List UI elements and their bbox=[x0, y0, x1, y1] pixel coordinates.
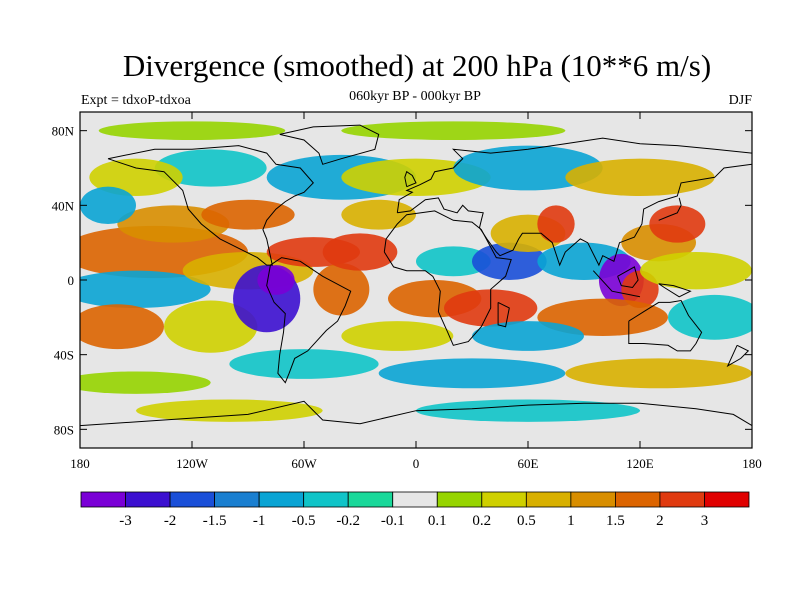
colorbar-label: 2 bbox=[656, 513, 664, 529]
coastline-path bbox=[279, 124, 380, 165]
lat-tick-label: 40N bbox=[52, 198, 75, 213]
divergence-contour-region bbox=[537, 205, 575, 243]
coastline-path bbox=[628, 299, 703, 352]
divergence-contour-region bbox=[136, 399, 323, 422]
colorbar-label: -0.2 bbox=[336, 513, 360, 529]
colorbar-label: 0.1 bbox=[428, 513, 447, 529]
divergence-contour-region bbox=[378, 358, 566, 389]
lon-tick-label: 180 bbox=[70, 456, 90, 471]
divergence-contour-region bbox=[341, 199, 416, 230]
divergence-field bbox=[80, 121, 752, 422]
map-panel bbox=[79, 111, 753, 449]
coastline-path bbox=[383, 210, 512, 346]
coastlines bbox=[80, 124, 752, 427]
divergence-contour-region bbox=[565, 158, 715, 196]
divergence-contour-region bbox=[98, 121, 286, 140]
colorbar-swatch bbox=[392, 491, 438, 508]
coastline-path bbox=[80, 400, 752, 427]
colorbar-label: 0.5 bbox=[517, 513, 536, 529]
colorbar-label: 1 bbox=[567, 513, 575, 529]
colorbar: -3 -2 -1.5 -1 -0.5 -0.2 -0.1 0.1 0.2 0.5 1 1.5 2 3 bbox=[80, 491, 750, 529]
colorbar-swatch bbox=[80, 491, 126, 508]
divergence-contour-region bbox=[80, 371, 211, 394]
colorbar-label: -2 bbox=[164, 513, 177, 529]
divergence-contour-region bbox=[341, 121, 566, 140]
coastline-path bbox=[404, 170, 417, 188]
divergence-contour-region bbox=[640, 251, 752, 290]
colorbar-swatch bbox=[125, 491, 171, 508]
divergence-contour-region bbox=[164, 300, 258, 353]
coastline-path bbox=[658, 283, 692, 298]
divergence-contour-region bbox=[668, 294, 752, 340]
lon-tick-label: 60W bbox=[291, 456, 317, 471]
divergence-contour-region bbox=[154, 149, 267, 187]
divergence-contour-region bbox=[472, 242, 547, 280]
lat-tick-label: 80N bbox=[52, 124, 75, 139]
divergence-contour-region bbox=[649, 205, 706, 243]
divergence-contour-region bbox=[472, 321, 584, 351]
colorbar-label: -0.1 bbox=[381, 513, 405, 529]
longitude-axis: 180 120W 60W 0 60E 120E 180 bbox=[70, 112, 762, 471]
coastline-path bbox=[726, 344, 750, 368]
colorbar-label: 1.5 bbox=[606, 513, 625, 529]
colorbar-swatch bbox=[303, 491, 349, 508]
coastline-path bbox=[592, 270, 641, 298]
lon-tick-label: 120W bbox=[176, 456, 209, 471]
divergence-contour-region bbox=[416, 399, 640, 422]
colorbar-swatch bbox=[258, 491, 305, 508]
divergence-contour-region bbox=[453, 145, 603, 191]
divergence-contour-region bbox=[565, 358, 752, 389]
colorbar-swatch bbox=[570, 491, 616, 508]
lon-tick-label: 60E bbox=[518, 456, 539, 471]
lon-tick-label: 180 bbox=[742, 456, 762, 471]
lat-tick-label: 40S bbox=[54, 348, 74, 363]
colorbar-swatch bbox=[659, 491, 705, 508]
coastline-path bbox=[617, 266, 639, 289]
colorbar-swatch bbox=[525, 491, 572, 508]
divergence-contour-region bbox=[341, 321, 454, 351]
colorbar-label: -0.5 bbox=[292, 513, 316, 529]
divergence-contour-region bbox=[416, 246, 491, 277]
colorbar-label: -1.5 bbox=[203, 513, 227, 529]
colorbar-swatch bbox=[169, 491, 215, 508]
colorbar-label: -1 bbox=[253, 513, 266, 529]
divergence-contour-region bbox=[89, 158, 183, 196]
colorbar-label: -3 bbox=[119, 513, 132, 529]
experiment-label: Expt = tdxoP-tdxoa bbox=[81, 93, 191, 108]
colorbar-swatch bbox=[481, 491, 527, 508]
coastline-path bbox=[107, 145, 314, 266]
divergence-contour-region bbox=[117, 205, 230, 243]
colorbar-label: 3 bbox=[701, 513, 709, 529]
colorbar-swatch bbox=[704, 491, 750, 508]
colorbar-label: 0.2 bbox=[472, 513, 491, 529]
divergence-contour-region bbox=[257, 265, 295, 295]
colorbar-swatch bbox=[615, 491, 661, 508]
divergence-contour-region bbox=[229, 349, 379, 379]
coastline-path bbox=[266, 257, 352, 384]
divergence-contour-region bbox=[201, 199, 295, 230]
coastline-path bbox=[497, 301, 510, 328]
lat-tick-label: 80S bbox=[54, 422, 74, 437]
divergence-contour-region bbox=[313, 263, 370, 316]
divergence-contour-region bbox=[80, 304, 164, 350]
lon-tick-label: 120E bbox=[626, 456, 654, 471]
colorbar-swatch bbox=[214, 491, 260, 508]
colorbar-swatch bbox=[347, 491, 394, 508]
colorbar-swatch bbox=[436, 491, 483, 508]
latitude-axis: 80N 40N 0 40S 80S bbox=[52, 124, 752, 437]
lon-tick-label: 0 bbox=[413, 456, 420, 471]
divergence-contour-region bbox=[322, 233, 398, 271]
coastline-path bbox=[396, 137, 752, 267]
plot-title: Divergence (smoothed) at 200 hPa (10**6 … bbox=[122, 48, 712, 83]
coastline-path bbox=[658, 197, 682, 221]
divergence-contour-region bbox=[80, 270, 211, 308]
lat-tick-label: 0 bbox=[68, 273, 75, 288]
divergence-contour-region bbox=[80, 186, 136, 224]
plot-subtitle: 060kyr BP - 000kyr BP bbox=[349, 89, 481, 104]
season-label: DJF bbox=[728, 93, 752, 108]
